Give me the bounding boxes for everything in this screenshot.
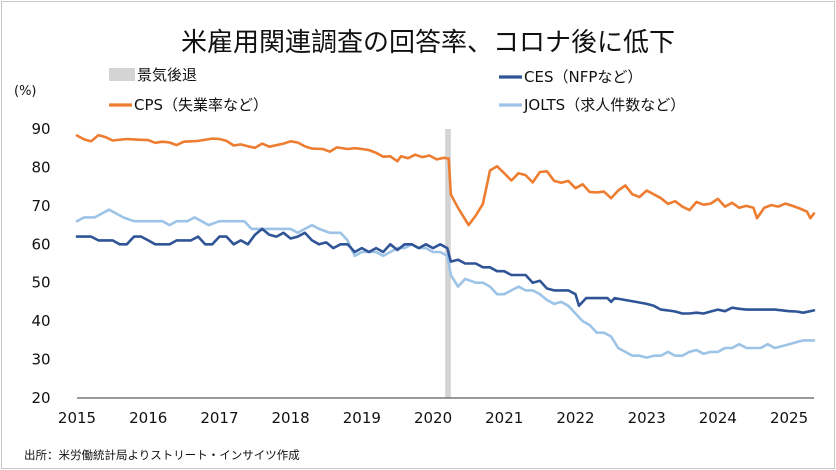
series-line-ces — [75, 227, 816, 315]
x-tick-label: 2018 — [272, 409, 310, 427]
chart-title: 米雇用関連調査の回答率、コロナ後に低下 — [181, 28, 675, 58]
legend-swatch-recession — [109, 68, 135, 81]
y-tick-label: 30 — [31, 351, 50, 369]
y-unit-label: (%) — [14, 84, 37, 99]
legend-label-recession: 景気後退 — [137, 66, 197, 84]
x-tick-label: 2023 — [628, 409, 666, 427]
y-tick-label: 50 — [31, 274, 50, 292]
x-tick-label: 2020 — [414, 409, 452, 427]
x-tick-label: 2025 — [770, 409, 808, 427]
x-tick-label: 2019 — [343, 409, 381, 427]
legend-label-cps: CPS（失業率など） — [134, 96, 268, 114]
x-tick-label: 2024 — [699, 409, 737, 427]
series-lines — [75, 133, 816, 359]
legend-label-ces: CES（NFPなど） — [524, 68, 642, 86]
series-line-jolts — [75, 208, 816, 359]
x-tick-label: 2017 — [200, 409, 238, 427]
axes: 20 30 40 50 60 70 80 90 2015 2016 2017 2018 2019 2020… — [31, 120, 814, 427]
y-tick-label: 20 — [31, 389, 50, 407]
y-tick-label: 40 — [31, 312, 50, 330]
x-tick-label: 2021 — [485, 409, 523, 427]
x-tick-label: 2015 — [58, 409, 96, 427]
y-tick-label: 60 — [31, 235, 50, 253]
legend-label-jolts: JOLTS（求人件数など） — [523, 96, 685, 114]
y-tick-label: 80 — [31, 158, 50, 176]
source-note: 出所：米労働統計局よりストリート・インサイツ作成 — [24, 448, 300, 462]
series-line-cps — [75, 133, 816, 227]
y-tick-label: 70 — [31, 197, 50, 215]
x-tick-label: 2022 — [556, 409, 594, 427]
x-tick-label: 2016 — [129, 409, 167, 427]
y-tick-label: 90 — [31, 120, 50, 138]
legend: 景気後退 CES（NFPなど） CPS（失業率など） JOLTS（求人件数など） — [109, 66, 685, 114]
